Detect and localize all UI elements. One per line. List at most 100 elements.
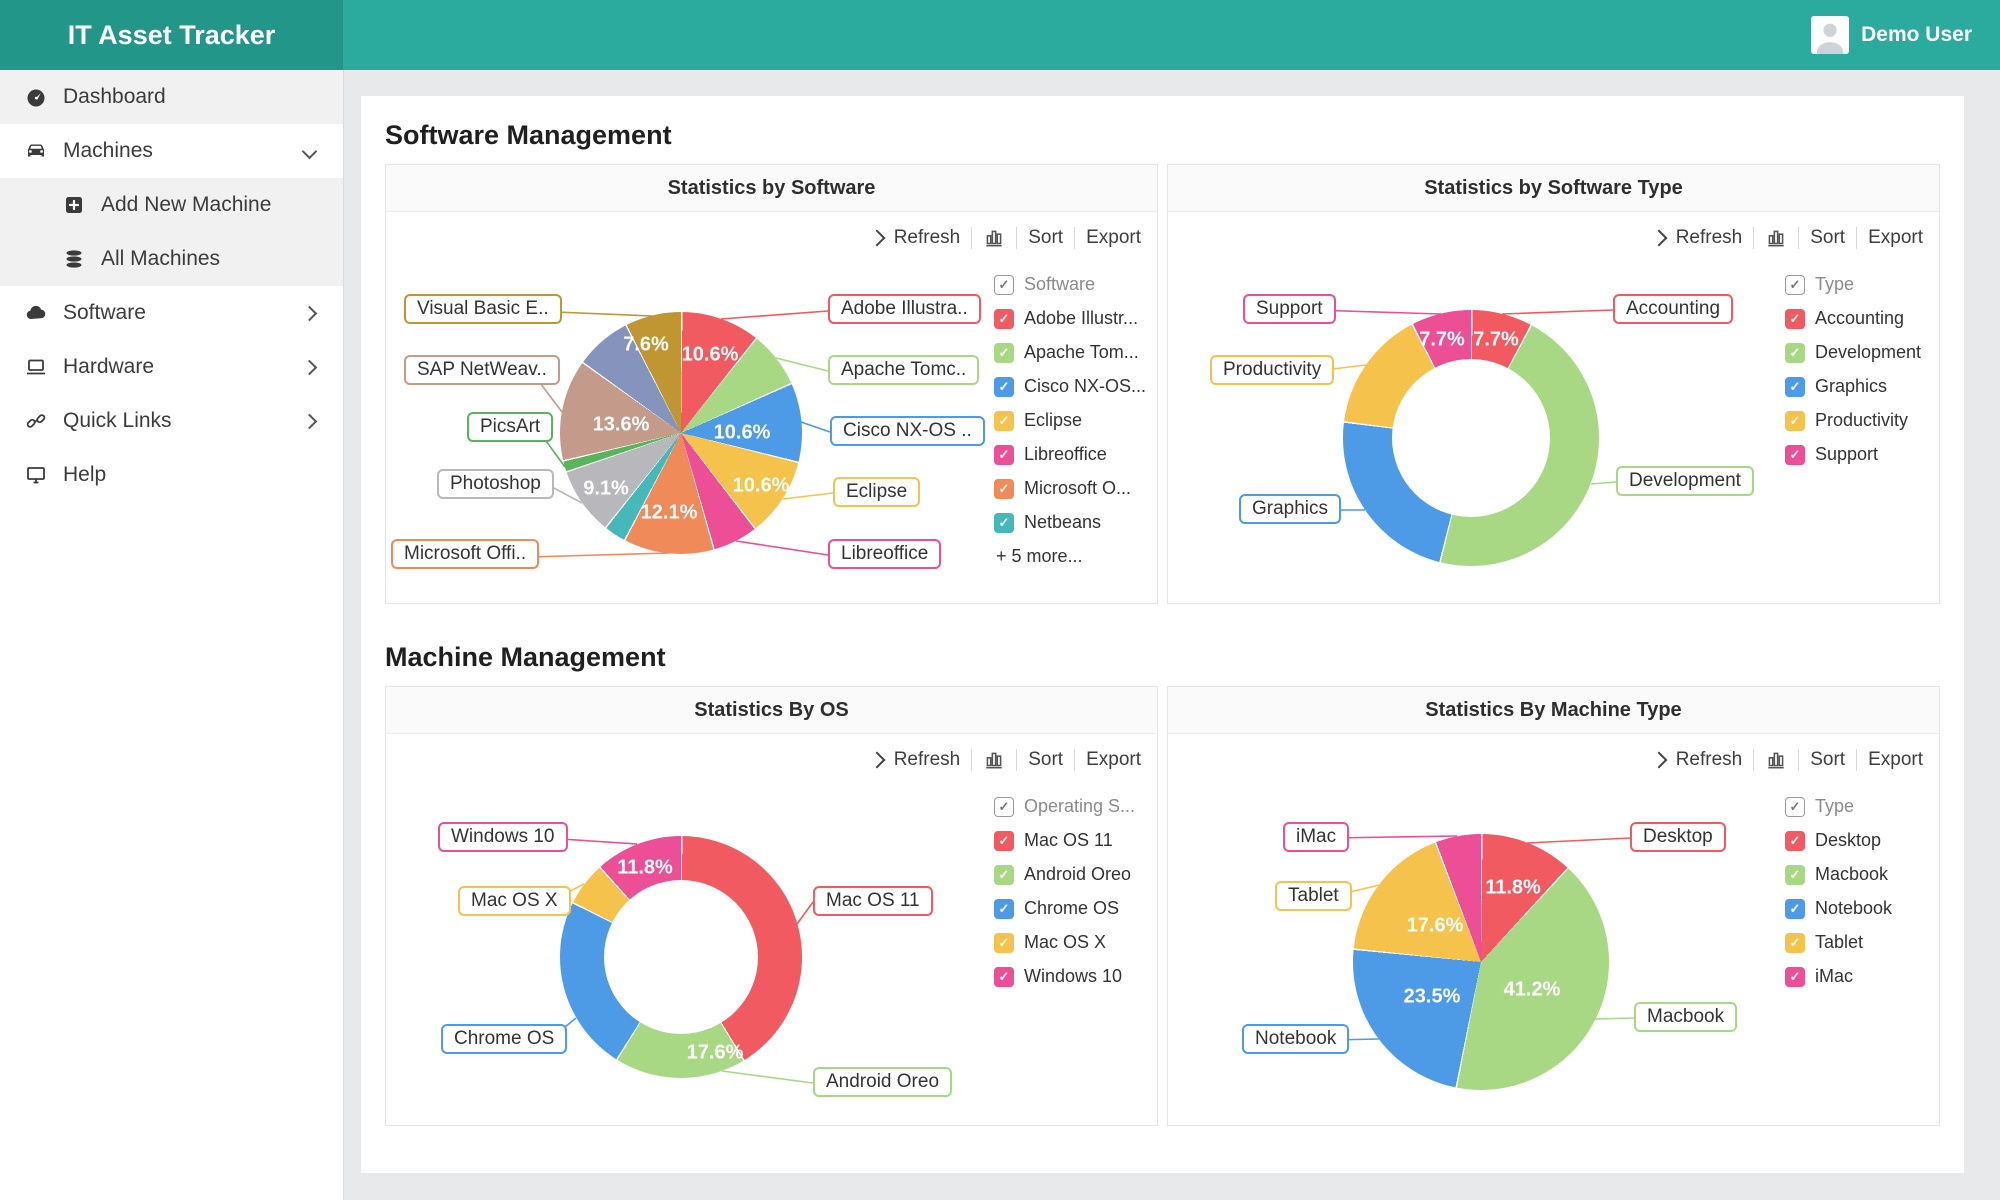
sidebar-item-label: All Machines xyxy=(101,247,221,270)
checkbox-icon: ✓ xyxy=(1785,376,1805,397)
chart-type-icon[interactable] xyxy=(1765,227,1787,249)
sidebar-item-all-machines[interactable]: All Machines xyxy=(0,232,343,286)
panel-toolbar: Refresh Sort Export xyxy=(386,734,1157,786)
refresh-button[interactable]: Refresh xyxy=(1675,227,1743,248)
callout-microsoft-office: Microsoft Offi.. xyxy=(391,539,540,569)
legend-item[interactable]: ✓ Cisco NX-OS... xyxy=(994,376,1146,397)
checkbox-icon: ✓ xyxy=(1785,898,1805,919)
chart-type-icon[interactable] xyxy=(983,227,1005,249)
chart-type-icon[interactable] xyxy=(1765,749,1787,771)
checkbox-icon: ✓ xyxy=(994,444,1014,465)
callout-visual-basic: Visual Basic E.. xyxy=(404,294,562,324)
toolbar-separator xyxy=(971,227,973,249)
legend-item[interactable]: ✓ Support xyxy=(1785,444,1921,465)
collapse-arrow-icon[interactable] xyxy=(868,751,886,769)
refresh-button[interactable]: Refresh xyxy=(893,227,961,248)
sidebar-item-quick-links[interactable]: Quick Links xyxy=(0,394,343,448)
sidebar-item-hardware[interactable]: Hardware xyxy=(0,340,343,394)
sort-button[interactable]: Sort xyxy=(1810,749,1846,770)
refresh-button[interactable]: Refresh xyxy=(1675,749,1743,770)
legend-item[interactable]: ✓ Graphics xyxy=(1785,376,1921,397)
monitor-icon xyxy=(24,463,48,487)
legend-item[interactable]: ✓ Tablet xyxy=(1785,932,1892,953)
pct-label: 17.6% xyxy=(1406,914,1464,937)
legend: ✓ Type ✓ Desktop ✓ Macbook ✓ Notebook ✓ Table… xyxy=(1785,796,1892,987)
sort-button[interactable]: Sort xyxy=(1028,749,1064,770)
legend-item[interactable]: ✓ Libreoffice xyxy=(994,444,1146,465)
legend-item[interactable]: ✓ Eclipse xyxy=(994,410,1146,431)
legend-item[interactable]: ✓ Accounting xyxy=(1785,308,1921,329)
sidebar-item-help[interactable]: Help xyxy=(0,448,343,502)
sidebar-item-software[interactable]: Software xyxy=(0,286,343,340)
legend-item[interactable]: ✓ Development xyxy=(1785,342,1921,363)
checkbox-icon: ✓ xyxy=(994,796,1014,817)
checkbox-icon: ✓ xyxy=(994,932,1014,953)
sort-button[interactable]: Sort xyxy=(1028,227,1064,248)
sidebar-item-label: Help xyxy=(63,463,107,486)
checkbox-icon: ✓ xyxy=(1785,410,1805,431)
legend-series-toggle[interactable]: ✓ Software xyxy=(994,274,1146,295)
legend-item[interactable]: ✓ Netbeans xyxy=(994,512,1146,533)
pct-label: 7.6% xyxy=(623,333,669,356)
export-button[interactable]: Export xyxy=(1086,749,1141,770)
callout-imac: iMac xyxy=(1283,822,1350,852)
sidebar-item-add-new-machine[interactable]: Add New Machine xyxy=(0,178,343,232)
collapse-arrow-icon[interactable] xyxy=(1650,229,1668,247)
collapse-arrow-icon[interactable] xyxy=(868,229,886,247)
callout-productivity: Productivity xyxy=(1210,355,1335,385)
pie-software[interactable] xyxy=(560,312,802,554)
panel-toolbar: Refresh Sort Export xyxy=(1168,734,1939,786)
legend-item[interactable]: ✓ Windows 10 xyxy=(994,966,1135,987)
legend-series-toggle[interactable]: ✓ Operating S... xyxy=(994,796,1135,817)
sidebar-item-dashboard[interactable]: Dashboard xyxy=(0,70,343,124)
pie-machine-type[interactable] xyxy=(1353,834,1609,1090)
checkbox-icon: ✓ xyxy=(1785,342,1805,363)
checkbox-icon: ✓ xyxy=(1785,864,1805,885)
toolbar-separator xyxy=(1074,227,1076,249)
callout-adobe-illustrator: Adobe Illustra.. xyxy=(828,294,981,324)
pct-label: 11.8% xyxy=(617,856,673,879)
sort-button[interactable]: Sort xyxy=(1810,227,1846,248)
collapse-arrow-icon[interactable] xyxy=(1650,751,1668,769)
legend-item[interactable]: ✓ Apache Tom... xyxy=(994,342,1146,363)
panel-toolbar: Refresh Sort Export xyxy=(1168,212,1939,264)
callout-mac-os-11: Mac OS 11 xyxy=(813,886,933,916)
legend-item[interactable]: ✓ Productivity xyxy=(1785,410,1921,431)
checkbox-icon: ✓ xyxy=(1785,932,1805,953)
link-icon xyxy=(24,409,48,433)
machine-panels-row: Statistics By OS Refresh Sort Export xyxy=(385,686,1940,1126)
legend-item[interactable]: ✓ Desktop xyxy=(1785,830,1892,851)
legend-item[interactable]: ✓ Mac OS 11 xyxy=(994,830,1135,851)
checkbox-icon: ✓ xyxy=(994,376,1014,397)
legend-item[interactable]: ✓ Notebook xyxy=(1785,898,1892,919)
legend-item[interactable]: ✓ iMac xyxy=(1785,966,1892,987)
legend-item[interactable]: ✓ Macbook xyxy=(1785,864,1892,885)
legend-item[interactable]: ✓ Chrome OS xyxy=(994,898,1135,919)
legend-item[interactable]: ✓ Android Oreo xyxy=(994,864,1135,885)
sidebar-item-label: Software xyxy=(63,301,146,324)
legend-more-link[interactable]: + 5 more... xyxy=(996,546,1083,566)
refresh-button[interactable]: Refresh xyxy=(893,749,961,770)
export-button[interactable]: Export xyxy=(1086,227,1141,248)
legend-item[interactable]: ✓ Mac OS X xyxy=(994,932,1135,953)
user-menu[interactable]: Demo User xyxy=(1811,0,1972,70)
legend-series-toggle[interactable]: ✓ Type xyxy=(1785,796,1892,817)
sidebar-item-machines[interactable]: Machines xyxy=(0,124,343,178)
topbar: IT Asset Tracker Demo User xyxy=(0,0,2000,70)
pct-label: 11.8% xyxy=(1485,876,1541,899)
chart-type-icon[interactable] xyxy=(983,749,1005,771)
export-button[interactable]: Export xyxy=(1868,227,1923,248)
donut-hole xyxy=(1392,359,1550,517)
legend-series-toggle[interactable]: ✓ Type xyxy=(1785,274,1921,295)
panel-title: Statistics by Software xyxy=(386,165,1157,212)
callout-apache-tomcat: Apache Tomc.. xyxy=(828,355,980,385)
callout-support: Support xyxy=(1243,294,1336,324)
database-icon xyxy=(62,247,86,271)
export-button[interactable]: Export xyxy=(1868,749,1923,770)
toolbar-separator xyxy=(1753,749,1755,771)
legend-item[interactable]: ✓ Adobe Illustr... xyxy=(994,308,1146,329)
legend-item[interactable]: ✓ Microsoft O... xyxy=(994,478,1146,499)
callout-tablet: Tablet xyxy=(1275,881,1352,911)
checkbox-icon: ✓ xyxy=(994,342,1014,363)
